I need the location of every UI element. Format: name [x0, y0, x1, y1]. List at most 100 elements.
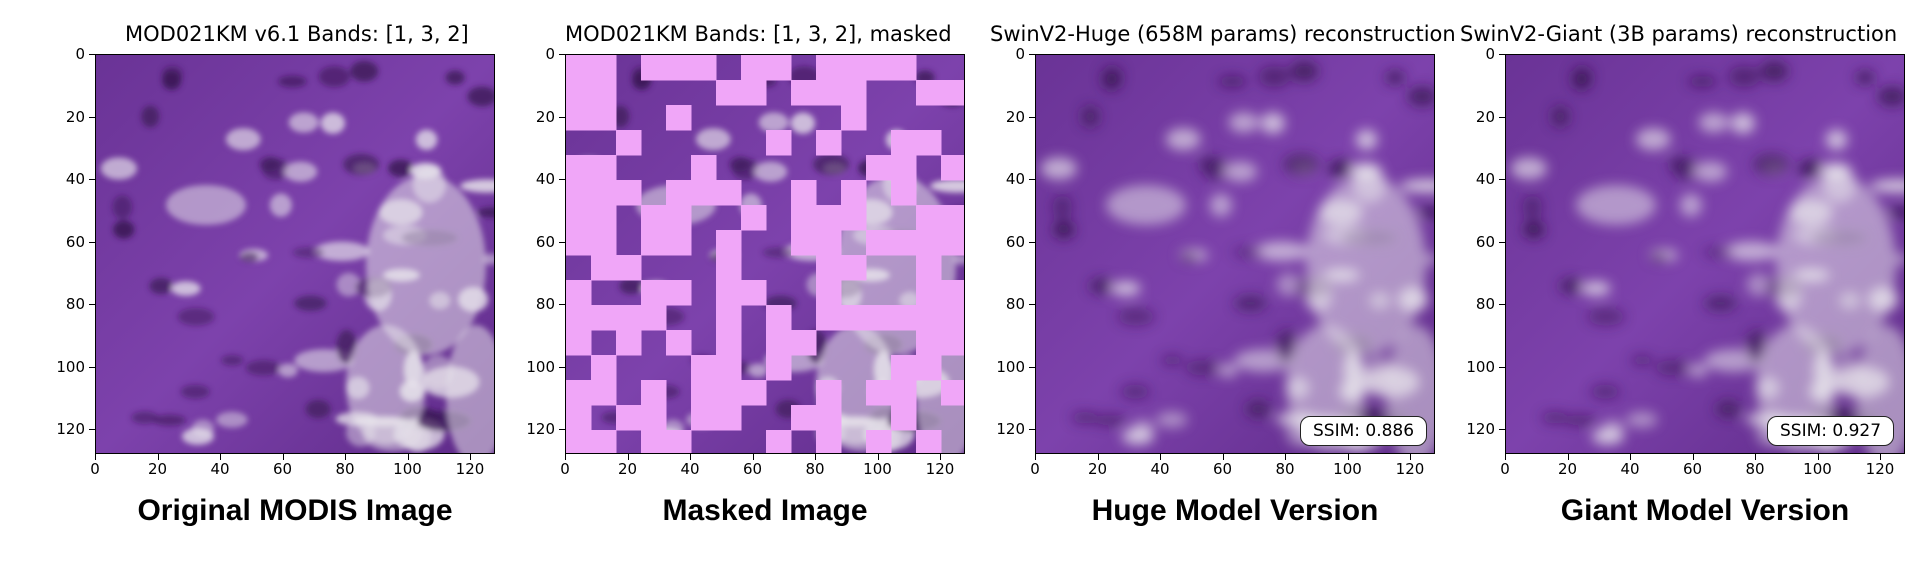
y-tick-mark — [89, 54, 95, 55]
y-tick-mark — [89, 429, 95, 430]
x-tick-mark — [940, 454, 941, 460]
x-tick-label: 40 — [1150, 460, 1170, 478]
y-tick-mark — [559, 304, 565, 305]
x-tick-mark — [1410, 454, 1411, 460]
y-tick-label: 120 — [996, 420, 1025, 438]
x-tick-mark — [1035, 454, 1036, 460]
y-tick-label: 60 — [1005, 232, 1025, 251]
y-tick-label: 20 — [1005, 107, 1025, 126]
y-tick-label: 80 — [535, 295, 555, 313]
y-tick-label: 20 — [65, 107, 85, 126]
x-tick-label: 60 — [1212, 460, 1233, 478]
y-tick-label: 100 — [1466, 357, 1495, 376]
x-tick-label: 0 — [1030, 460, 1040, 478]
x-tick-mark — [220, 454, 221, 460]
y-tick-mark — [1499, 429, 1505, 430]
x-tick-mark — [1692, 454, 1694, 460]
x-tick-mark — [1160, 454, 1161, 460]
y-tick-mark — [1499, 179, 1505, 180]
y-tick-label: 60 — [535, 232, 555, 251]
x-tick-mark — [1630, 454, 1631, 460]
ssim-badge: SSIM: 0.886 — [1300, 416, 1428, 446]
y-tick-label: 60 — [65, 232, 85, 251]
y-tick-label: 60 — [1475, 232, 1495, 251]
mask-patches — [566, 55, 964, 453]
x-tick-label: 20 — [1087, 460, 1108, 478]
x-tick-label: 0 — [90, 460, 100, 478]
x-tick-label: 40 — [1620, 460, 1640, 478]
x-tick-label: 60 — [1682, 460, 1703, 478]
x-tick-label: 20 — [1557, 460, 1578, 478]
y-tick-mark — [1499, 366, 1505, 368]
panel-2: MOD021KM Bands: [1, 3, 2], masked 0 20 40 60… — [470, 0, 965, 569]
y-tick-mark — [1029, 116, 1035, 118]
giant-model-reconstruction — [1506, 55, 1904, 453]
y-tick-label: 20 — [535, 107, 555, 126]
x-tick-mark — [1505, 454, 1506, 460]
cloud-texture — [100, 60, 494, 453]
y-tick-mark — [89, 304, 95, 305]
panel-title: MOD021KM v6.1 Bands: [1, 3, 2] — [125, 22, 469, 46]
x-tick-label: 120 — [1865, 460, 1895, 478]
x-tick-label: 100 — [393, 460, 422, 478]
y-tick-mark — [559, 116, 565, 118]
y-tick-label: 0 — [75, 45, 85, 63]
y-tick-mark — [1029, 241, 1035, 243]
x-tick-label: 100 — [1803, 460, 1832, 478]
y-tick-label: 100 — [526, 357, 555, 376]
x-tick-mark — [1347, 454, 1349, 460]
y-tick-mark — [1499, 54, 1505, 55]
y-tick-mark — [1029, 366, 1035, 368]
x-tick-mark — [345, 454, 346, 460]
y-tick-label: 0 — [1485, 45, 1495, 63]
x-tick-label: 40 — [210, 460, 230, 478]
y-tick-label: 120 — [1466, 420, 1495, 438]
panel-title: SwinV2-Giant (3B params) reconstruction — [1460, 22, 1898, 46]
x-tick-label: 0 — [560, 460, 570, 478]
x-tick-mark — [877, 454, 879, 460]
x-tick-label: 80 — [805, 460, 825, 478]
y-tick-label: 40 — [1005, 170, 1025, 188]
masked-modis-image — [566, 55, 964, 453]
y-tick-mark — [1499, 116, 1505, 118]
y-tick-mark — [1029, 429, 1035, 430]
panel-title: MOD021KM Bands: [1, 3, 2], masked — [565, 22, 952, 46]
x-tick-label: 60 — [742, 460, 763, 478]
y-tick-mark — [1029, 304, 1035, 305]
y-tick-mark — [559, 179, 565, 180]
panel-3: SwinV2-Huge (658M params) reconstruction… — [940, 0, 1456, 569]
y-tick-label: 120 — [526, 420, 555, 438]
panel-caption: Masked Image — [662, 494, 868, 527]
panel-caption: Original MODIS Image — [137, 494, 453, 527]
x-tick-mark — [407, 454, 409, 460]
y-tick-mark — [559, 54, 565, 55]
x-tick-mark — [1567, 454, 1569, 460]
x-tick-label: 80 — [1745, 460, 1765, 478]
y-tick-label: 80 — [1475, 295, 1495, 313]
y-tick-label: 40 — [65, 170, 85, 188]
y-tick-mark — [559, 366, 565, 368]
x-tick-mark — [1097, 454, 1099, 460]
y-tick-mark — [559, 429, 565, 430]
y-tick-mark — [1499, 304, 1505, 305]
y-tick-label: 80 — [1005, 295, 1025, 313]
x-tick-mark — [815, 454, 816, 460]
image-plot — [565, 54, 965, 454]
y-tick-label: 120 — [56, 420, 85, 438]
y-tick-label: 20 — [1475, 107, 1495, 126]
panel-caption: Huge Model Version — [1091, 494, 1379, 527]
x-tick-label: 60 — [272, 460, 293, 478]
x-tick-label: 20 — [147, 460, 168, 478]
y-tick-mark — [559, 241, 565, 243]
x-tick-mark — [1880, 454, 1881, 460]
y-tick-label: 0 — [545, 45, 555, 63]
x-tick-mark — [690, 454, 691, 460]
y-tick-label: 80 — [65, 295, 85, 313]
x-tick-mark — [627, 454, 629, 460]
x-tick-mark — [157, 454, 159, 460]
y-tick-mark — [89, 241, 95, 243]
x-tick-label: 120 — [1395, 460, 1425, 478]
x-tick-mark — [470, 454, 471, 460]
y-tick-mark — [89, 116, 95, 118]
x-tick-label: 40 — [680, 460, 700, 478]
